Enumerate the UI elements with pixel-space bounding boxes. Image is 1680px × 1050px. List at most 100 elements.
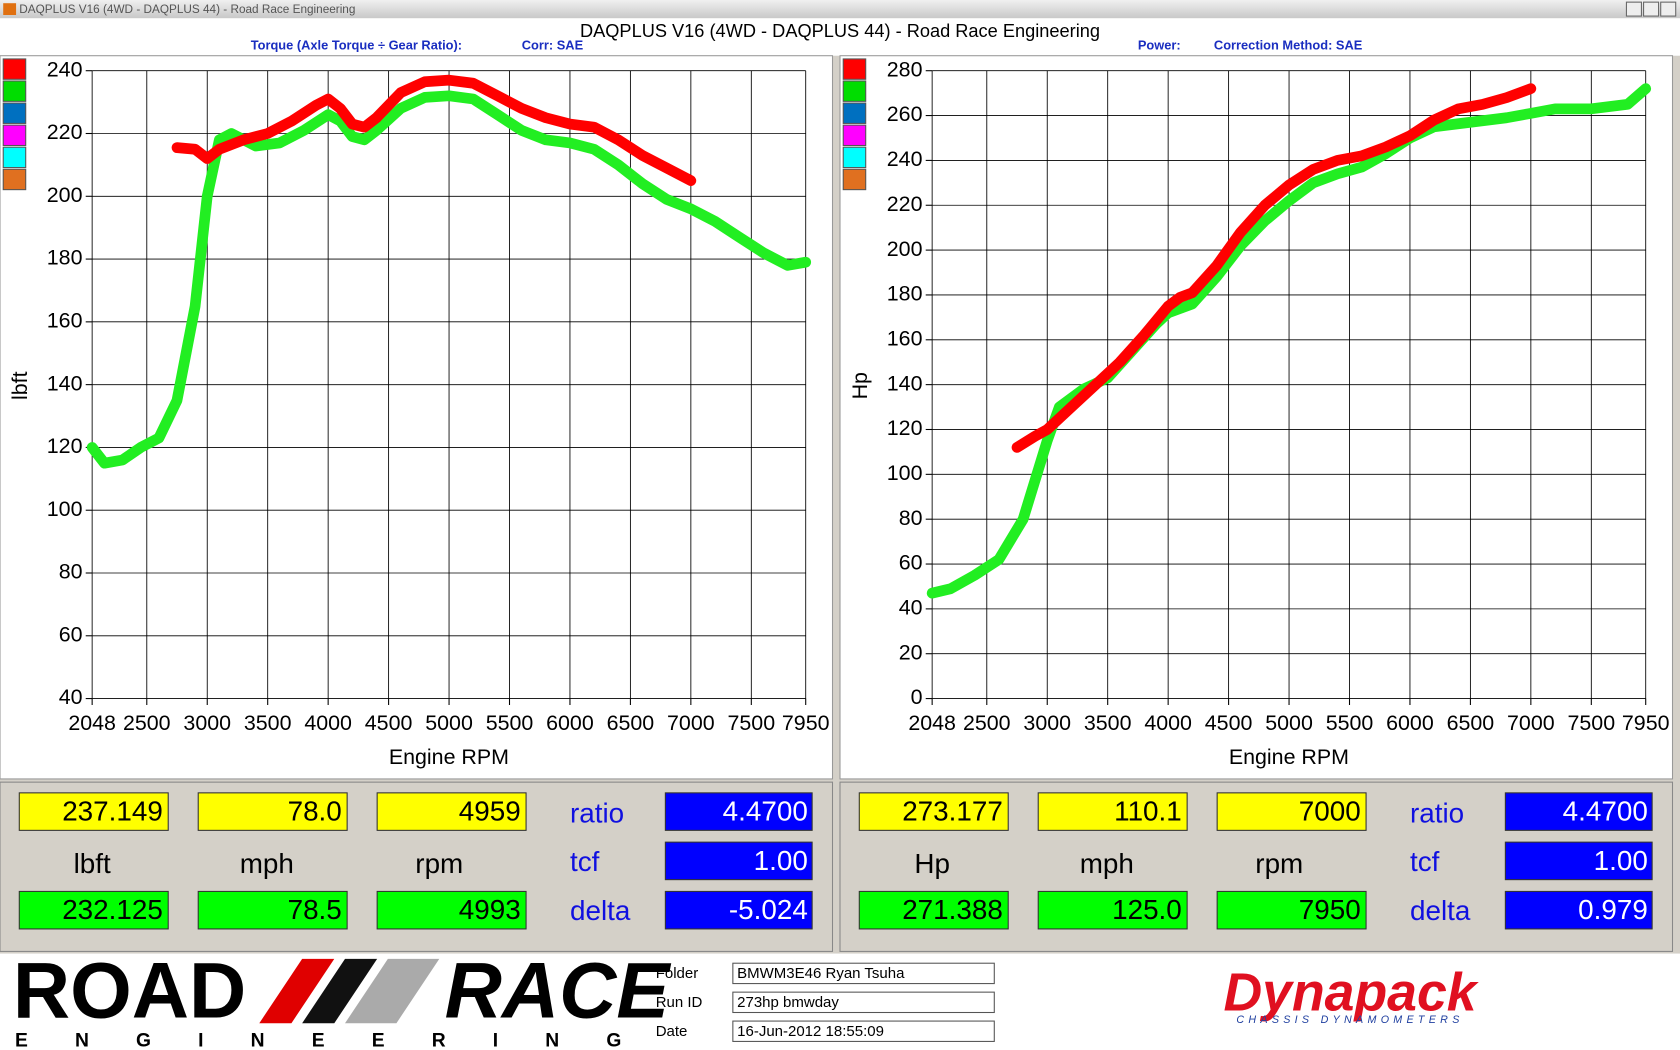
setting-label: tcf <box>570 846 600 877</box>
x-tick-label: 6500 <box>1447 711 1495 735</box>
x-tick-label: 4500 <box>1205 711 1253 735</box>
x-tick-label: 2500 <box>123 711 171 735</box>
y-tick-label: 0 <box>911 685 923 709</box>
setting-box <box>664 792 813 831</box>
series-line <box>171 74 697 186</box>
y-tick-label: 180 <box>887 282 923 306</box>
chart-panel <box>839 55 1674 780</box>
x-tick-label: 5000 <box>425 711 473 735</box>
readout-box <box>376 792 527 831</box>
setting-box <box>664 841 813 881</box>
legend-swatch <box>842 146 867 169</box>
x-tick-label: 7000 <box>667 711 715 735</box>
setting-value: 0.979 <box>1578 894 1648 925</box>
readout-box <box>18 890 169 930</box>
x-tick-label: 6000 <box>1386 711 1434 735</box>
y-tick-label: 200 <box>887 237 923 261</box>
run-info-label: Date <box>656 1023 688 1040</box>
close-button[interactable] <box>1660 1 1677 17</box>
readout-box <box>858 890 1009 930</box>
readout-value: 7950 <box>1299 894 1361 925</box>
readout-box <box>197 792 348 831</box>
readout-value: 273.177 <box>902 796 1003 827</box>
title-bar <box>0 0 1680 19</box>
readout-value: 271.388 <box>902 894 1003 925</box>
x-axis-label: Engine RPM <box>389 745 509 769</box>
y-tick-label: 240 <box>887 147 923 171</box>
readout-unit: rpm <box>415 848 463 879</box>
app-icon <box>3 3 17 15</box>
readout-box <box>376 890 527 930</box>
x-tick-label: 7950 <box>1622 711 1670 735</box>
y-tick-label: 80 <box>59 560 83 584</box>
readout-box <box>1037 792 1188 831</box>
x-tick-label: 2500 <box>963 711 1011 735</box>
legend-swatch <box>2 124 27 147</box>
readout-value: 110.1 <box>1114 796 1182 827</box>
x-tick-label: 6000 <box>546 711 594 735</box>
setting-label: ratio <box>1410 798 1464 829</box>
legend-swatch <box>842 80 867 102</box>
maximize-button[interactable] <box>1643 1 1660 17</box>
minimize-button[interactable] <box>1625 1 1642 17</box>
readout-value: 78.0 <box>288 796 342 827</box>
y-axis-label: Hp <box>848 372 872 399</box>
x-tick-label: 2048 <box>908 711 956 735</box>
readout-box <box>1037 890 1188 930</box>
x-tick-label: 7500 <box>727 711 775 735</box>
chart-panel <box>0 55 834 780</box>
logo-slash <box>302 958 378 1024</box>
y-tick-label: 160 <box>47 309 83 333</box>
setting-value: 1.00 <box>1594 845 1648 876</box>
x-tick-label: 4000 <box>304 711 352 735</box>
readout-unit: rpm <box>1255 848 1303 879</box>
readout-box <box>18 792 169 831</box>
chart-header: DAQPLUS V16 (4WD - DAQPLUS 44) - Road Ra… <box>580 21 1100 41</box>
x-tick-label: 6500 <box>607 711 655 735</box>
y-tick-label: 260 <box>887 102 923 126</box>
footer-content: ROAD RACE ENGINEERING Dynapack CHASSIS D… <box>13 945 1480 1050</box>
series-line <box>926 83 1652 599</box>
y-tick-label: 140 <box>887 371 923 395</box>
legend-swatch <box>2 80 27 102</box>
readout-box <box>197 890 348 930</box>
legend-swatch <box>2 168 27 191</box>
readout-box <box>858 792 1009 831</box>
setting-label: tcf <box>1410 846 1440 877</box>
x-tick-label: 3500 <box>1084 711 1132 735</box>
y-tick-label: 100 <box>887 461 923 485</box>
x-tick-label: 4000 <box>1144 711 1192 735</box>
y-tick-label: 280 <box>887 57 923 81</box>
y-tick-label: 60 <box>59 622 83 646</box>
x-tick-label: 7500 <box>1567 711 1615 735</box>
legend-swatch <box>2 58 27 80</box>
x-tick-label: 5000 <box>1265 711 1313 735</box>
readout-box <box>1216 890 1367 930</box>
y-tick-label: 40 <box>899 596 923 620</box>
readout-unit: Hp <box>914 848 950 879</box>
setting-label: delta <box>570 895 631 926</box>
readout-unit: lbft <box>74 848 111 879</box>
legend-swatch <box>842 58 867 80</box>
run-info-box <box>732 991 995 1014</box>
y-tick-label: 60 <box>899 551 923 575</box>
x-tick-label: 4500 <box>365 711 413 735</box>
y-tick-label: 140 <box>47 371 83 395</box>
setting-box <box>664 890 813 930</box>
logo-dynapack: Dynapack <box>1223 964 1479 1023</box>
y-tick-label: 20 <box>899 640 923 664</box>
setting-label: delta <box>1410 895 1471 926</box>
readout-value: 4993 <box>459 894 521 925</box>
run-info-label: Folder <box>656 965 699 982</box>
y-tick-label: 220 <box>887 192 923 216</box>
x-tick-label: 7950 <box>782 711 830 735</box>
series-line <box>1011 83 1537 453</box>
logo-slash <box>345 958 440 1024</box>
run-info-value: 16-Jun-2012 18:55:09 <box>737 1023 884 1040</box>
run-info-value: 273hp bmwday <box>737 994 839 1011</box>
x-tick-label: 3000 <box>183 711 231 735</box>
readout-box <box>1216 792 1367 831</box>
y-tick-label: 100 <box>47 497 83 521</box>
setting-box <box>1504 792 1653 831</box>
